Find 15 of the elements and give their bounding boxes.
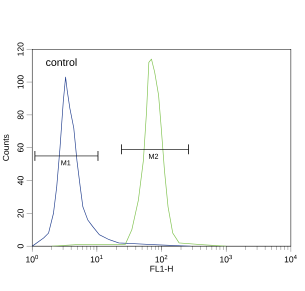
y-axis-title: Counts bbox=[2, 134, 9, 161]
y-tick-label: 40 bbox=[17, 176, 24, 185]
y-tick-label: 100 bbox=[17, 75, 24, 88]
y-tick-label: 0 bbox=[17, 244, 24, 248]
x-tick-label: 10$^{1}$ bbox=[90, 254, 103, 262]
x-tick-label: 10$^{4}$ bbox=[284, 254, 297, 262]
y-tick-label: 60 bbox=[17, 143, 24, 152]
x-tick-label: 10$^{0}$ bbox=[26, 254, 38, 262]
y-tick-label: 120 bbox=[17, 42, 24, 56]
x-tick-label: 10$^{2}$ bbox=[155, 254, 168, 262]
y-tick-label: 80 bbox=[17, 110, 24, 120]
x-axis-title: FL1-H bbox=[150, 266, 173, 272]
annotation: control bbox=[46, 58, 76, 66]
y-tick-label: 20 bbox=[17, 208, 24, 218]
x-tick-label: 10$^{3}$ bbox=[220, 254, 232, 262]
